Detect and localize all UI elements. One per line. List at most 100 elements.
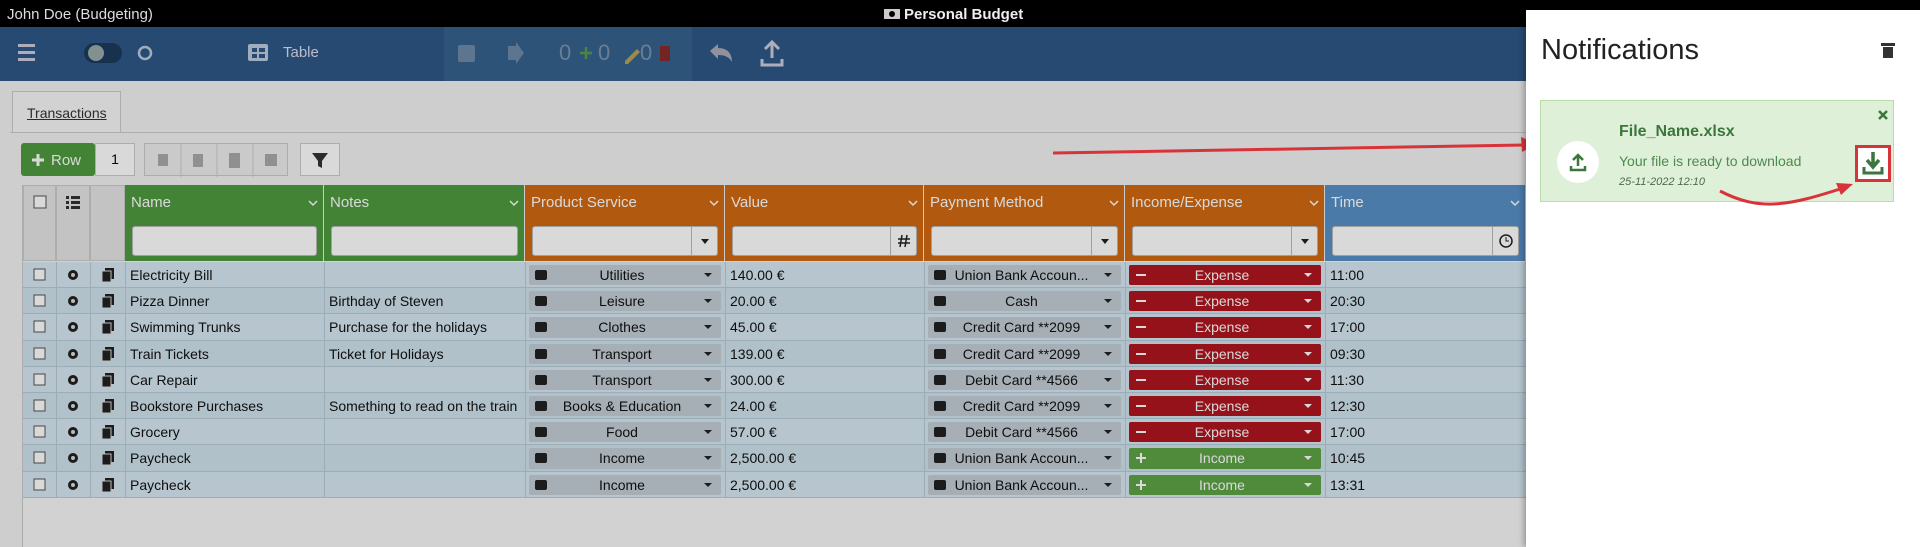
column-header[interactable]: Income/Expense (1125, 185, 1325, 219)
select-caret (1104, 377, 1112, 382)
filter-input[interactable] (532, 226, 718, 256)
cell-time: 20:30 (1330, 293, 1366, 310)
option-icon (934, 348, 946, 359)
row-copy-icon (101, 346, 114, 361)
payment-select[interactable]: Credit Card **2099 (928, 396, 1121, 417)
column-divider (56, 366, 57, 393)
type-icon (1136, 378, 1146, 381)
product-select[interactable]: Transport (529, 369, 721, 390)
type-select[interactable]: Expense (1129, 265, 1321, 286)
row-copy-icon (101, 294, 114, 309)
type-select[interactable]: Expense (1129, 369, 1321, 390)
filter-input[interactable] (132, 226, 317, 256)
add-row-button[interactable]: Row (21, 143, 95, 176)
row-checkbox (33, 399, 46, 412)
table-row[interactable]: Swimming Trunks Purchase for the holidays… (23, 314, 1526, 341)
download-button[interactable] (1855, 145, 1891, 182)
cell-name: Bookstore Purchases (130, 398, 264, 414)
table-row[interactable]: Train Tickets Ticket for Holidays Transpor… (23, 340, 1526, 367)
filter-addon (691, 227, 717, 255)
column-divider (56, 340, 57, 367)
type-value: Expense (1194, 267, 1250, 283)
column-divider (1125, 393, 1126, 420)
column-divider (324, 419, 325, 446)
type-select[interactable]: Expense (1129, 343, 1321, 364)
column-header[interactable]: Payment Method (924, 185, 1125, 219)
column-divider (125, 366, 126, 393)
column-header[interactable]: Product Service (525, 185, 725, 219)
type-select[interactable]: Expense (1129, 422, 1321, 443)
type-select[interactable]: Income (1129, 474, 1321, 495)
sort-caret (908, 200, 918, 207)
select-value: Credit Card **2099 (962, 345, 1081, 362)
cell-time: 17:00 (1330, 319, 1366, 336)
payment-select[interactable]: Credit Card **2099 (928, 317, 1121, 338)
row-count[interactable]: 1 (95, 143, 135, 176)
type-icon (1136, 453, 1146, 464)
table-row[interactable]: Pizza Dinner Birthday of Steven Leisure 20.… (23, 288, 1526, 315)
clear-all-icon[interactable] (1881, 42, 1895, 58)
product-select[interactable]: Income (529, 474, 721, 495)
filter-button[interactable] (300, 143, 340, 176)
select-value: Leisure (599, 293, 645, 310)
column-divider (725, 366, 726, 393)
payment-select[interactable]: Union Bank Accoun... (928, 265, 1121, 286)
product-select[interactable]: Books & Education (529, 396, 721, 417)
column-divider (125, 445, 126, 472)
payment-select[interactable]: Union Bank Accoun... (928, 474, 1121, 495)
column-header[interactable]: Time (1325, 185, 1526, 219)
column-divider (1125, 288, 1126, 315)
column-divider (924, 366, 925, 393)
cell-name: Paycheck (130, 450, 191, 467)
column-header[interactable]: Notes (324, 185, 525, 219)
product-select[interactable]: Transport (529, 343, 721, 364)
column-title: Product Service (531, 194, 637, 211)
type-select[interactable]: Expense (1129, 317, 1321, 338)
table-row[interactable]: Paycheck Income 2,500.00 € Union Bank Accou… (23, 471, 1526, 498)
cell-value: 2,500.00 € (730, 476, 797, 493)
payment-select[interactable]: Union Bank Accoun... (928, 448, 1121, 469)
filter-input[interactable] (732, 226, 917, 256)
type-select[interactable]: Income (1129, 448, 1321, 469)
cell-name: Swimming Trunks (130, 319, 241, 336)
column-divider (56, 393, 57, 420)
product-select[interactable]: Leisure (529, 291, 721, 312)
type-select[interactable]: Expense (1129, 291, 1321, 312)
table-row[interactable]: Electricity Bill Utilities 140.00 € Union B… (23, 262, 1526, 289)
column-header[interactable]: Name (125, 185, 324, 219)
product-select[interactable]: Food (529, 422, 721, 443)
row-checkbox (33, 373, 46, 386)
table-row[interactable]: Car Repair Transport 300.00 € Debit Card **… (23, 366, 1526, 393)
tab[interactable]: Transactions (12, 91, 121, 133)
column-divider (525, 419, 526, 446)
column-header[interactable]: Value (725, 185, 924, 219)
select-caret (1104, 273, 1112, 277)
table-row[interactable]: Paycheck Income 2,500.00 € Union Bank Accou… (23, 445, 1526, 472)
select-caret (1104, 482, 1112, 487)
column-title: Name (131, 194, 172, 211)
product-select[interactable]: Clothes (529, 317, 721, 338)
filter-input[interactable] (1332, 226, 1519, 256)
filter-input[interactable] (1132, 226, 1318, 256)
type-select[interactable]: Expense (1129, 396, 1321, 417)
filter-input[interactable] (331, 226, 518, 256)
close-icon[interactable] (1877, 109, 1889, 121)
payment-select[interactable]: Cash (928, 291, 1121, 312)
payment-select[interactable]: Debit Card **4566 (928, 369, 1121, 390)
product-select[interactable]: Utilities (529, 265, 721, 286)
filter-input[interactable] (931, 226, 1118, 256)
payment-select[interactable]: Credit Card **2099 (928, 343, 1121, 364)
option-icon (934, 296, 946, 307)
type-icon (1136, 326, 1146, 329)
table-row[interactable]: Grocery Food 57.00 € Debit Card **4566 Expen… (23, 419, 1526, 446)
row-checkbox (33, 451, 46, 464)
table-row[interactable]: Bookstore Purchases Something to read on … (23, 393, 1526, 420)
view-label[interactable]: Table (283, 44, 319, 61)
select-value: Union Bank Accoun... (954, 267, 1089, 283)
payment-select[interactable]: Debit Card **4566 (928, 422, 1121, 443)
product-select[interactable]: Income (529, 448, 721, 469)
row-checkbox (33, 320, 46, 333)
column-divider (1125, 366, 1126, 393)
column-divider (125, 471, 126, 498)
column-divider (90, 340, 91, 367)
